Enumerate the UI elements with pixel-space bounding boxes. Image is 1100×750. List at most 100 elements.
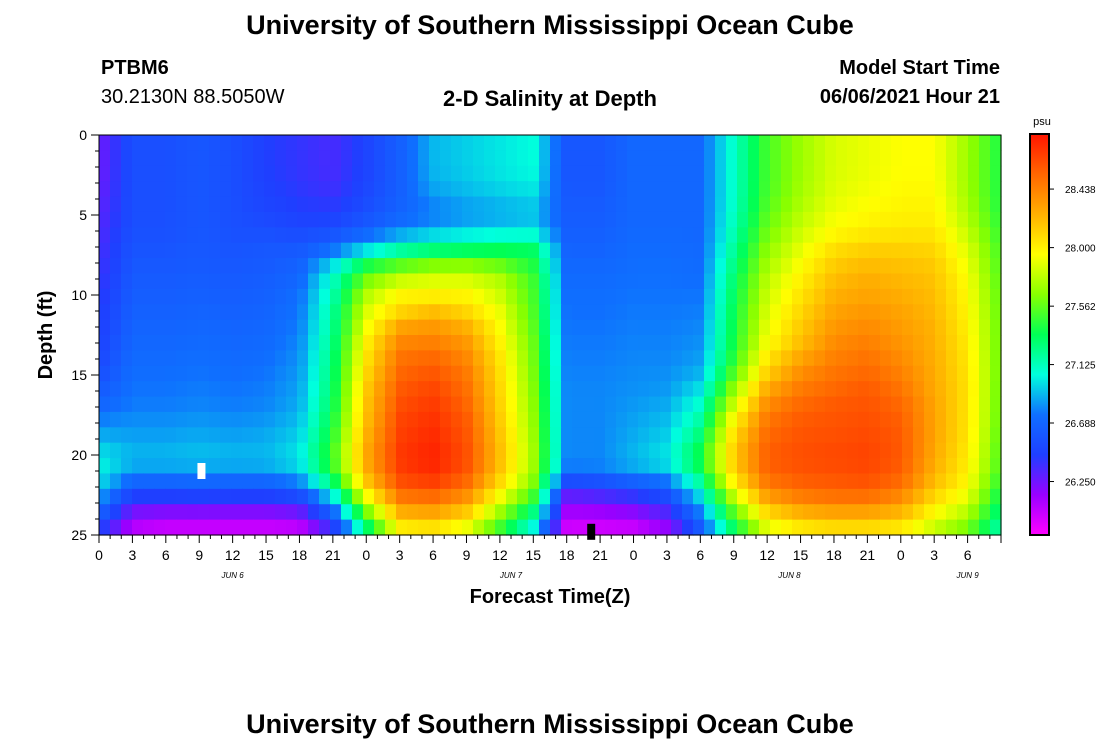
heatmap-cell: [715, 227, 727, 244]
heatmap-cell: [704, 273, 716, 290]
heatmap-cell: [385, 150, 397, 167]
heatmap-cell: [528, 335, 540, 351]
heatmap-cell: [781, 504, 793, 521]
heatmap-cell: [660, 227, 672, 244]
heatmap-cell: [132, 181, 144, 198]
heatmap-cell: [891, 350, 903, 367]
heatmap-cell: [484, 288, 496, 305]
heatmap-cell: [847, 396, 859, 413]
heatmap-cell: [924, 181, 936, 198]
heatmap-cell: [341, 381, 353, 398]
heatmap-cell: [352, 442, 364, 459]
heatmap-cell: [891, 365, 903, 382]
heatmap-cell: [253, 396, 265, 413]
heatmap-cell: [363, 135, 375, 151]
heatmap-cell: [990, 411, 1002, 428]
heatmap-cell: [220, 504, 232, 521]
heatmap-cell: [660, 473, 672, 490]
heatmap-cell: [946, 288, 958, 305]
heatmap-cell: [253, 519, 265, 536]
heatmap-cell: [649, 411, 661, 428]
heatmap-cell: [671, 350, 683, 367]
heatmap-cell: [847, 227, 859, 244]
heatmap-cell: [759, 211, 771, 228]
colorbar-label: 28.438: [1065, 185, 1096, 196]
heatmap-cell: [176, 396, 188, 413]
heatmap-cell: [913, 458, 925, 475]
heatmap-cell: [440, 335, 452, 351]
heatmap-cell: [869, 473, 881, 490]
heatmap-cell: [539, 473, 551, 490]
heatmap-cell: [352, 350, 364, 367]
heatmap-cell: [363, 350, 375, 367]
heatmap-cell: [627, 350, 639, 367]
heatmap-cell: [319, 150, 331, 167]
heatmap-cell: [880, 411, 892, 428]
heatmap-cell: [594, 458, 606, 475]
heatmap-cell: [176, 181, 188, 198]
heatmap-cell: [990, 196, 1002, 213]
heatmap-cell: [814, 504, 826, 521]
heatmap-cell: [990, 181, 1002, 198]
heatmap-cell: [253, 211, 265, 228]
heatmap-cell: [110, 273, 122, 290]
heatmap-cell: [594, 211, 606, 228]
heatmap-cell: [242, 458, 254, 475]
heatmap-cell: [473, 504, 485, 521]
heatmap-cell: [506, 242, 518, 259]
heatmap-cell: [418, 427, 430, 444]
heatmap-cell: [253, 135, 265, 151]
heatmap-cell: [385, 411, 397, 428]
heatmap-cell: [880, 165, 892, 182]
heatmap-cell: [847, 335, 859, 351]
heatmap-cell: [946, 304, 958, 321]
heatmap-cell: [924, 304, 936, 321]
heatmap-cell: [110, 196, 122, 213]
heatmap-cell: [209, 381, 221, 398]
heatmap-cell: [242, 304, 254, 321]
heatmap-cell: [583, 288, 595, 305]
heatmap-cell: [693, 273, 705, 290]
heatmap-cell: [792, 350, 804, 367]
heatmap-cell: [528, 273, 540, 290]
heatmap-cell: [495, 304, 507, 321]
heatmap-cell: [616, 273, 628, 290]
heatmap-cell: [220, 381, 232, 398]
heatmap-cell: [660, 396, 672, 413]
y-tick-label: 10: [71, 287, 87, 303]
heatmap-cell: [484, 165, 496, 182]
heatmap-cell: [748, 288, 760, 305]
heatmap-cell: [726, 504, 738, 521]
heatmap-cell: [770, 488, 782, 505]
heatmap-cell: [154, 211, 166, 228]
heatmap-cell: [154, 196, 166, 213]
heatmap-cell: [396, 381, 408, 398]
heatmap-cell: [616, 458, 628, 475]
heatmap-cell: [825, 135, 837, 151]
page-title: University of Southern Mississippi Ocean…: [246, 10, 854, 40]
heatmap-cell: [946, 211, 958, 228]
heatmap-cell: [550, 165, 562, 182]
heatmap-cell: [583, 258, 595, 275]
heatmap-cell: [484, 519, 496, 536]
heatmap-cell: [352, 150, 364, 167]
heatmap-cell: [638, 211, 650, 228]
heatmap-cell: [198, 196, 210, 213]
x-tick-label: 21: [325, 547, 341, 563]
x-tick-label: 18: [559, 547, 575, 563]
heatmap-cell: [154, 396, 166, 413]
heatmap-cell: [495, 242, 507, 259]
heatmap-cell: [407, 319, 419, 336]
heatmap-cell: [539, 488, 551, 505]
heatmap-cell: [253, 504, 265, 521]
heatmap-cell: [803, 519, 815, 536]
heatmap-cell: [825, 227, 837, 244]
heatmap-cell: [495, 211, 507, 228]
heatmap-cell: [968, 350, 980, 367]
heatmap-cell: [869, 211, 881, 228]
heatmap-cell: [781, 135, 793, 151]
heatmap-cell: [957, 473, 969, 490]
heatmap-cell: [825, 258, 837, 275]
heatmap-cell: [550, 135, 562, 151]
heatmap-cell: [616, 150, 628, 167]
